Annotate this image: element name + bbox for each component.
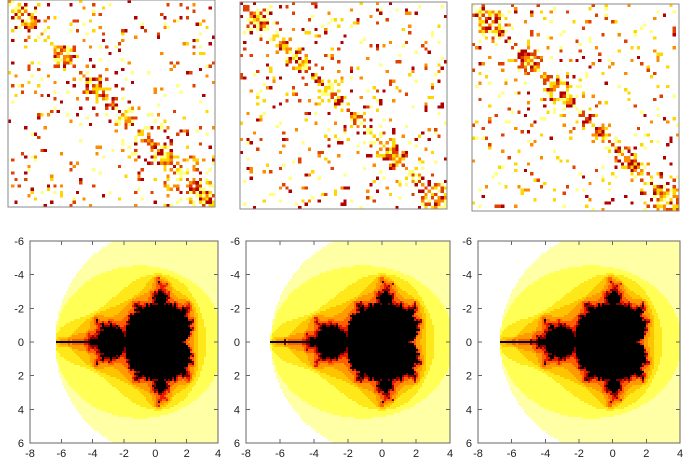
y-tick-label: -2: [462, 303, 472, 315]
x-tick-label: 2: [643, 448, 649, 460]
y-tick-label: 2: [466, 371, 472, 383]
x-tick-label: -4: [309, 448, 319, 460]
x-tick-label: -4: [540, 448, 550, 460]
x-tick-label: -6: [56, 448, 66, 460]
escape-level: [270, 281, 420, 403]
x-tick-label: 4: [215, 448, 221, 460]
y-tick-label: -4: [14, 270, 24, 282]
matrix-cells: [240, 2, 447, 209]
y-tick-label: 6: [234, 438, 240, 450]
y-tick-label: 0: [18, 337, 24, 349]
x-tick-label: -8: [241, 448, 251, 460]
fractal-image: [30, 241, 218, 443]
escape-level: [500, 291, 646, 393]
x-tick-label: 4: [677, 448, 683, 460]
escape-level: [272, 275, 426, 409]
matrix-cells: [243, 5, 447, 210]
x-tick-label: 0: [379, 448, 385, 460]
y-tick-label: -4: [462, 270, 472, 282]
fractal-image: [478, 241, 680, 443]
matrix-cells: [472, 4, 679, 211]
matrix-cells: [7, 0, 215, 207]
matrix-cells: [472, 4, 679, 211]
y-tick-label: 2: [234, 371, 240, 383]
escape-level: [506, 277, 652, 407]
x-tick-label: -8: [473, 448, 483, 460]
x-tick-label: -2: [574, 448, 584, 460]
escape-level: [500, 265, 680, 419]
matrix-frame: [471, 3, 680, 212]
y-tick-label: 0: [466, 337, 472, 349]
y-tick-label: -6: [230, 236, 240, 248]
escape-level: [276, 277, 424, 407]
escape-level: [30, 241, 112, 443]
x-tick-label: -6: [507, 448, 517, 460]
escape-level: [270, 241, 450, 443]
escape-level: [56, 281, 192, 403]
y-tick-label: 2: [18, 371, 24, 383]
x-tick-label: -6: [275, 448, 285, 460]
matrix-frame: [239, 1, 448, 210]
escape-level: [84, 277, 194, 407]
escape-level: [530, 281, 650, 403]
y-tick-label: 6: [466, 438, 472, 450]
matrix-frame: [7, 0, 216, 208]
y-tick-label: -2: [14, 303, 24, 315]
y-tick-label: 4: [466, 404, 472, 416]
matrix-cells: [240, 2, 447, 209]
y-tick-label: 4: [18, 404, 24, 416]
y-tick-label: 4: [234, 404, 240, 416]
x-tick-label: 2: [184, 448, 190, 460]
x-tick-label: 0: [152, 448, 158, 460]
x-tick-label: -2: [343, 448, 353, 460]
x-tick-label: -2: [119, 448, 129, 460]
escape-level: [500, 241, 680, 443]
escape-level: [246, 241, 332, 443]
escape-level: [270, 265, 450, 419]
x-tick-label: -4: [88, 448, 98, 460]
y-tick-label: -4: [230, 270, 240, 282]
escape-level: [56, 265, 218, 419]
matrix-cells: [472, 4, 679, 211]
x-tick-label: 0: [610, 448, 616, 460]
x-tick-label: 4: [447, 448, 453, 460]
fractal-image: [246, 241, 450, 443]
escape-level: [56, 275, 198, 409]
escape-level: [288, 277, 422, 407]
y-tick-label: -6: [462, 236, 472, 248]
y-tick-label: 0: [234, 337, 240, 349]
x-tick-label: 2: [413, 448, 419, 460]
y-tick-label: 6: [18, 438, 24, 450]
escape-level: [56, 241, 218, 443]
escape-level: [478, 241, 560, 443]
escape-level: [500, 275, 654, 409]
x-tick-label: -8: [25, 448, 35, 460]
escape-level: [60, 277, 196, 407]
y-tick-label: -6: [14, 236, 24, 248]
y-tick-label: -2: [230, 303, 240, 315]
